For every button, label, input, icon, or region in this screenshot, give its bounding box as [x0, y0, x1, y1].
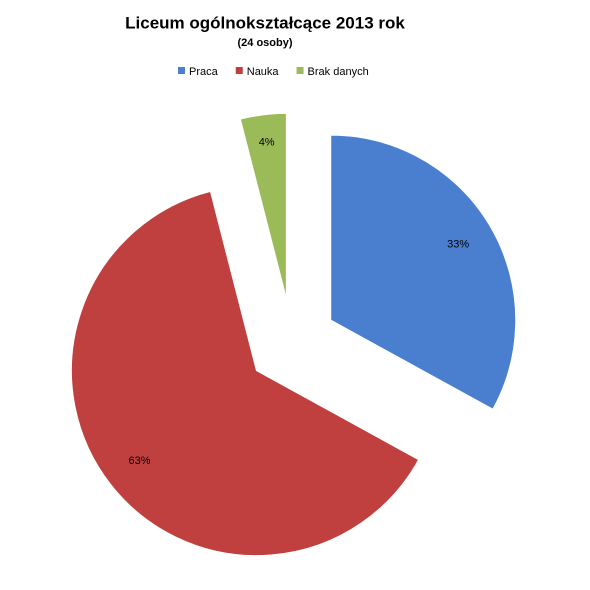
value-label: 33%: [447, 239, 469, 251]
legend-label: Nauka: [247, 66, 280, 78]
chart-subtitle: (24 osoby): [237, 37, 292, 49]
legend-swatch: [178, 67, 185, 74]
pie-slice: [70, 190, 420, 557]
legend: Praca Nauka Brak danych: [178, 66, 369, 78]
value-label: 4%: [259, 136, 275, 148]
legend-label: Brak danych: [308, 66, 369, 78]
legend-swatch: [235, 67, 243, 74]
pie-slice: [239, 112, 287, 299]
pie-slice: [330, 134, 517, 410]
legend-swatch: [296, 67, 304, 74]
value-label: 63%: [128, 455, 150, 467]
pie: 33% 63% 4%: [70, 112, 517, 557]
legend-label: Praca: [189, 66, 219, 78]
chart-title: Liceum ogólnokształcące 2013 rok: [125, 13, 405, 32]
